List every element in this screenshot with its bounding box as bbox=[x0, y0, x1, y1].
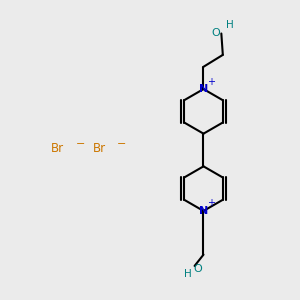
Text: Br: Br bbox=[51, 142, 64, 155]
Text: −: − bbox=[117, 139, 127, 149]
Text: N: N bbox=[199, 84, 208, 94]
Text: +: + bbox=[207, 199, 215, 208]
Text: −: − bbox=[76, 139, 85, 149]
Text: +: + bbox=[207, 76, 215, 87]
Text: N: N bbox=[199, 206, 208, 216]
Text: H: H bbox=[226, 20, 233, 30]
Text: O: O bbox=[212, 28, 220, 38]
Text: H: H bbox=[184, 269, 192, 279]
Text: Br: Br bbox=[93, 142, 106, 155]
Text: O: O bbox=[193, 265, 202, 275]
